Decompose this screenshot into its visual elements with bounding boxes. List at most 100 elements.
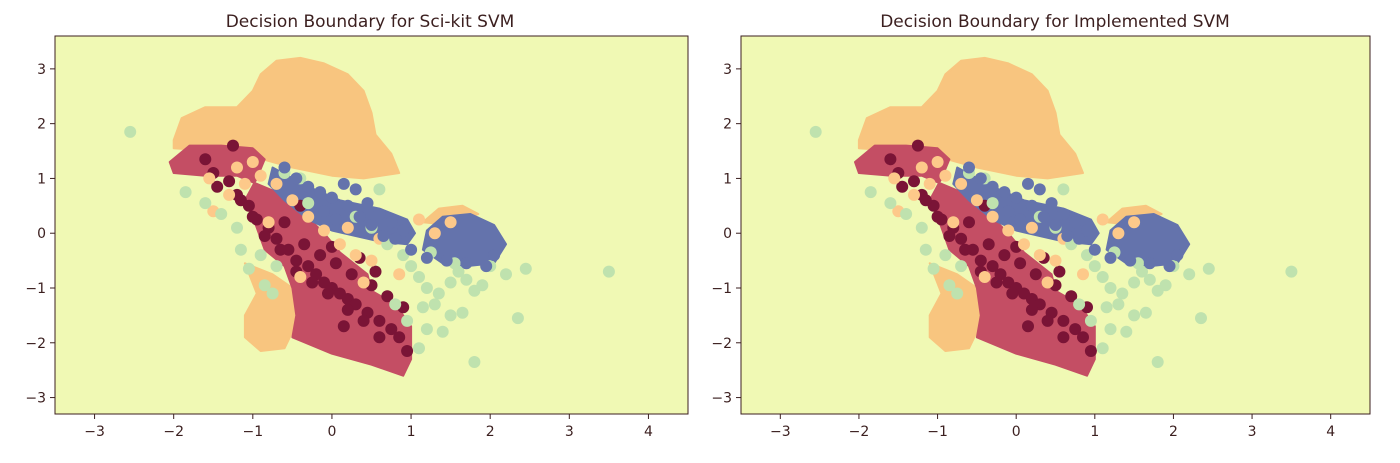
plot-frame-left <box>54 35 689 415</box>
x-tick-label: −2 <box>163 424 184 440</box>
data-point-class3 <box>1025 199 1038 212</box>
data-point-class3 <box>349 183 362 196</box>
data-point-class3 <box>1069 216 1082 229</box>
data-point-class0 <box>401 345 414 357</box>
data-point-class0 <box>986 260 999 273</box>
data-point-class2 <box>476 279 489 292</box>
data-point-class0 <box>345 268 358 281</box>
data-point-class2 <box>401 314 414 327</box>
data-point-class2 <box>416 301 429 314</box>
data-point-class0 <box>911 139 924 152</box>
data-point-class0 <box>369 265 382 278</box>
data-point-class3 <box>1104 251 1117 264</box>
data-point-class0 <box>341 303 354 316</box>
plot-frame-right <box>740 35 1371 415</box>
data-point-class1 <box>1049 254 1062 267</box>
data-point-class0 <box>211 180 224 193</box>
data-point-class0 <box>963 216 975 229</box>
data-point-class2 <box>1195 312 1207 325</box>
data-point-class0 <box>373 314 386 327</box>
y-tick-label: 3 <box>37 62 46 78</box>
y-tick-label: 1 <box>37 171 46 187</box>
data-point-class3 <box>1061 230 1074 242</box>
y-tick-label: −1 <box>25 281 46 297</box>
data-point-class0 <box>959 243 972 256</box>
data-point-class3 <box>314 186 327 199</box>
data-point-class2 <box>444 276 457 289</box>
data-point-class0 <box>290 254 303 267</box>
data-point-class2 <box>444 309 457 322</box>
data-point-class1 <box>888 172 901 185</box>
data-point-class2 <box>511 312 524 325</box>
data-point-class1 <box>365 254 378 267</box>
y-tick-label: 2 <box>37 117 46 133</box>
data-point-class3 <box>337 177 350 190</box>
data-point-class0 <box>982 238 995 251</box>
y-tick-label: −1 <box>711 281 732 297</box>
data-point-class2 <box>266 287 279 300</box>
chart-panel-right: Decision Boundary for Implemented SVM −3… <box>711 12 1371 440</box>
data-point-class0 <box>314 249 327 262</box>
data-point-class3 <box>488 249 501 262</box>
data-point-class2 <box>1202 262 1215 275</box>
data-point-class0 <box>373 331 386 344</box>
data-point-class3 <box>290 172 303 185</box>
x-tick-label: 2 <box>1169 424 1178 440</box>
data-point-class2 <box>179 186 192 199</box>
data-point-class0 <box>246 210 259 223</box>
x-tick-label: −1 <box>927 424 948 440</box>
data-point-class3 <box>1049 219 1062 231</box>
data-point-class2 <box>231 221 243 234</box>
data-point-class1 <box>923 177 936 190</box>
data-point-class1 <box>986 210 999 223</box>
data-point-class3 <box>373 208 386 220</box>
data-point-class1 <box>978 271 991 283</box>
data-point-class1 <box>931 156 944 168</box>
data-point-class1 <box>203 172 216 185</box>
data-point-class0 <box>1053 265 1066 278</box>
data-point-class1 <box>238 177 251 190</box>
data-point-class0 <box>1006 287 1019 300</box>
data-point-class0 <box>955 232 968 245</box>
data-point-class2 <box>215 208 228 220</box>
data-point-class1 <box>318 224 330 237</box>
x-tick-label: 0 <box>1012 424 1021 440</box>
data-point-class0 <box>1025 303 1038 316</box>
data-point-class2 <box>986 197 999 210</box>
data-point-class3 <box>1073 232 1086 245</box>
data-point-class1 <box>231 161 243 174</box>
data-point-class2 <box>1128 309 1141 322</box>
data-point-class3 <box>353 210 366 223</box>
data-point-class3 <box>1010 191 1023 204</box>
data-point-class3 <box>974 172 987 185</box>
data-point-class3 <box>397 224 410 237</box>
data-point-class0 <box>393 331 406 344</box>
data-point-class2 <box>809 125 822 138</box>
data-point-class2 <box>900 208 913 220</box>
data-point-class2 <box>1183 268 1196 281</box>
decision-region-class1-left <box>243 262 298 352</box>
data-point-class0 <box>998 249 1011 262</box>
data-point-class2 <box>1285 265 1298 278</box>
data-point-class0 <box>306 276 319 289</box>
data-point-class0 <box>381 290 394 303</box>
data-point-class1 <box>1112 227 1125 240</box>
x-tick-label: 1 <box>1090 424 1099 440</box>
chart-title-left: Decision Boundary for Sci-kit SVM <box>226 12 515 32</box>
data-point-class2 <box>460 273 473 286</box>
y-tick-label: 0 <box>723 226 732 242</box>
x-tick-label: −1 <box>242 424 263 440</box>
data-point-class1 <box>302 210 315 223</box>
data-point-class1 <box>262 216 275 229</box>
data-point-class0 <box>298 238 311 251</box>
data-point-class2 <box>420 282 433 294</box>
data-point-class2 <box>951 287 964 300</box>
data-point-class2 <box>602 265 615 278</box>
data-point-class2 <box>1104 323 1117 336</box>
data-point-class3 <box>420 251 433 264</box>
data-point-class0 <box>258 230 271 242</box>
data-point-class2 <box>1084 314 1097 327</box>
data-point-class3 <box>389 232 402 245</box>
data-point-class1 <box>223 188 236 201</box>
data-point-class2 <box>1073 298 1086 311</box>
